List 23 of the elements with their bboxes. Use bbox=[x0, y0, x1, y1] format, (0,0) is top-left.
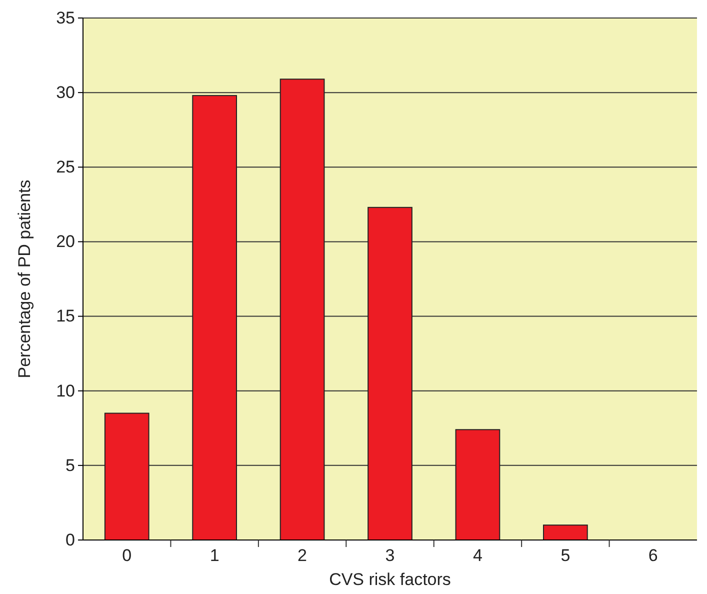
y-tick-label: 35 bbox=[56, 8, 75, 28]
bar bbox=[543, 524, 588, 540]
y-tick-label: 15 bbox=[56, 306, 75, 326]
bar bbox=[455, 429, 500, 540]
bar bbox=[368, 206, 412, 540]
bar bbox=[280, 78, 325, 540]
x-tick-label: 6 bbox=[648, 546, 658, 566]
y-tick-label: 25 bbox=[56, 158, 75, 177]
x-tick-label: 0 bbox=[122, 546, 132, 566]
x-tick-label: 3 bbox=[385, 546, 395, 566]
x-axis-title: CVS risk factors bbox=[329, 570, 451, 589]
y-tick-label: 10 bbox=[56, 381, 75, 400]
x-tick-label: 1 bbox=[210, 546, 220, 566]
x-tick-label: 5 bbox=[560, 546, 570, 566]
y-tick-label: 5 bbox=[66, 456, 75, 475]
bar bbox=[104, 412, 150, 540]
y-tick-label: 0 bbox=[66, 530, 75, 550]
x-tick-label: 2 bbox=[298, 546, 308, 566]
x-tick-label: 4 bbox=[472, 546, 482, 566]
y-tick-label: 30 bbox=[56, 83, 75, 102]
bar bbox=[192, 95, 237, 540]
y-axis-title: Percentage of PD patients bbox=[15, 180, 34, 378]
y-tick-label: 20 bbox=[56, 232, 75, 252]
